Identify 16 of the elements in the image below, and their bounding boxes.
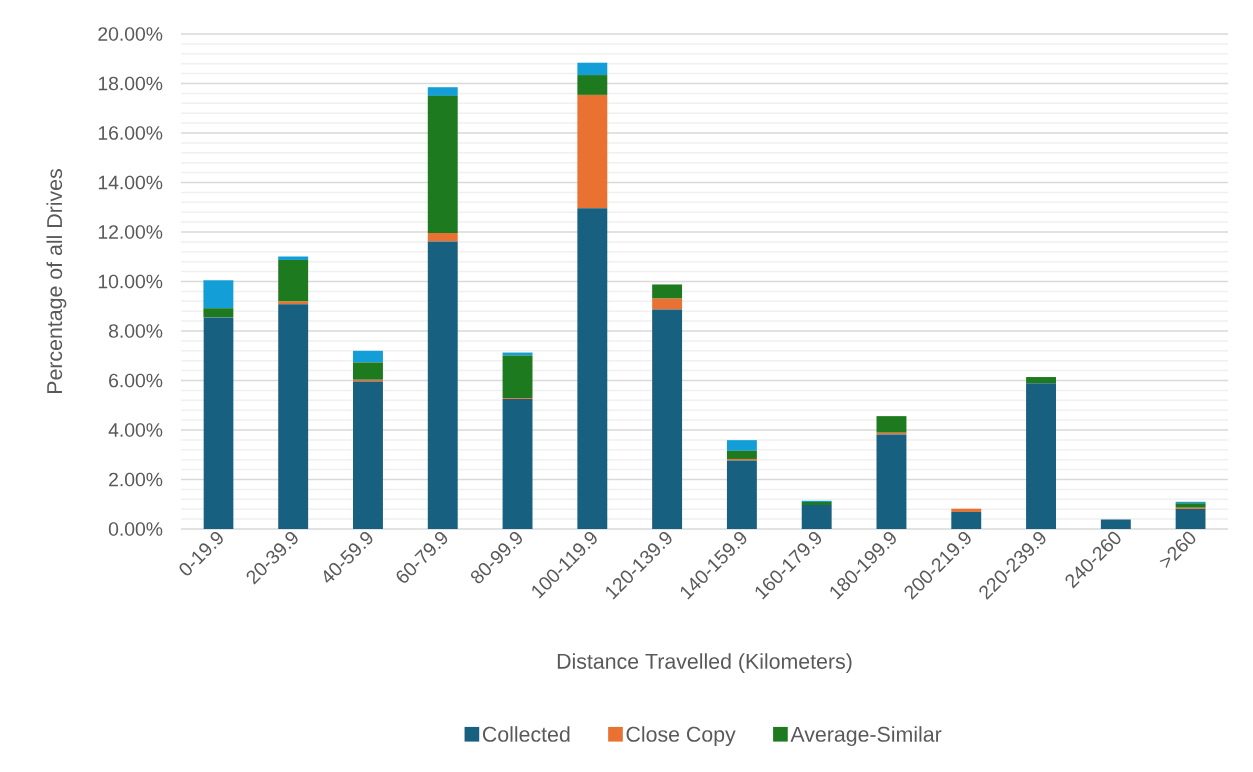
y-tick-label: 4.00% [108, 423, 163, 437]
y-tick-label: 20.00% [98, 27, 163, 41]
legend-label: Average-Similar [790, 726, 942, 747]
y-tick-label: 14.00% [98, 175, 163, 190]
legend-label: Collected [482, 726, 570, 742]
y-tick-label: 2.00% [109, 472, 163, 487]
y-tick-label: 16.00% [98, 126, 163, 140]
y-tick-label: 10.00% [98, 274, 163, 289]
legend-label: Close Copy [626, 726, 736, 747]
y-tick-label: 6.00% [109, 373, 163, 388]
y-tick-label: 8.00% [108, 324, 163, 338]
x-axis-title: Distance Travelled (Kilometers) [557, 653, 852, 674]
y-tick-label: 18.00% [98, 76, 163, 91]
y-tick-label: 12.00% [98, 225, 163, 239]
y-tick-label: 0.00% [108, 522, 163, 536]
y-axis-title: Percentage of all Drives [46, 169, 67, 393]
